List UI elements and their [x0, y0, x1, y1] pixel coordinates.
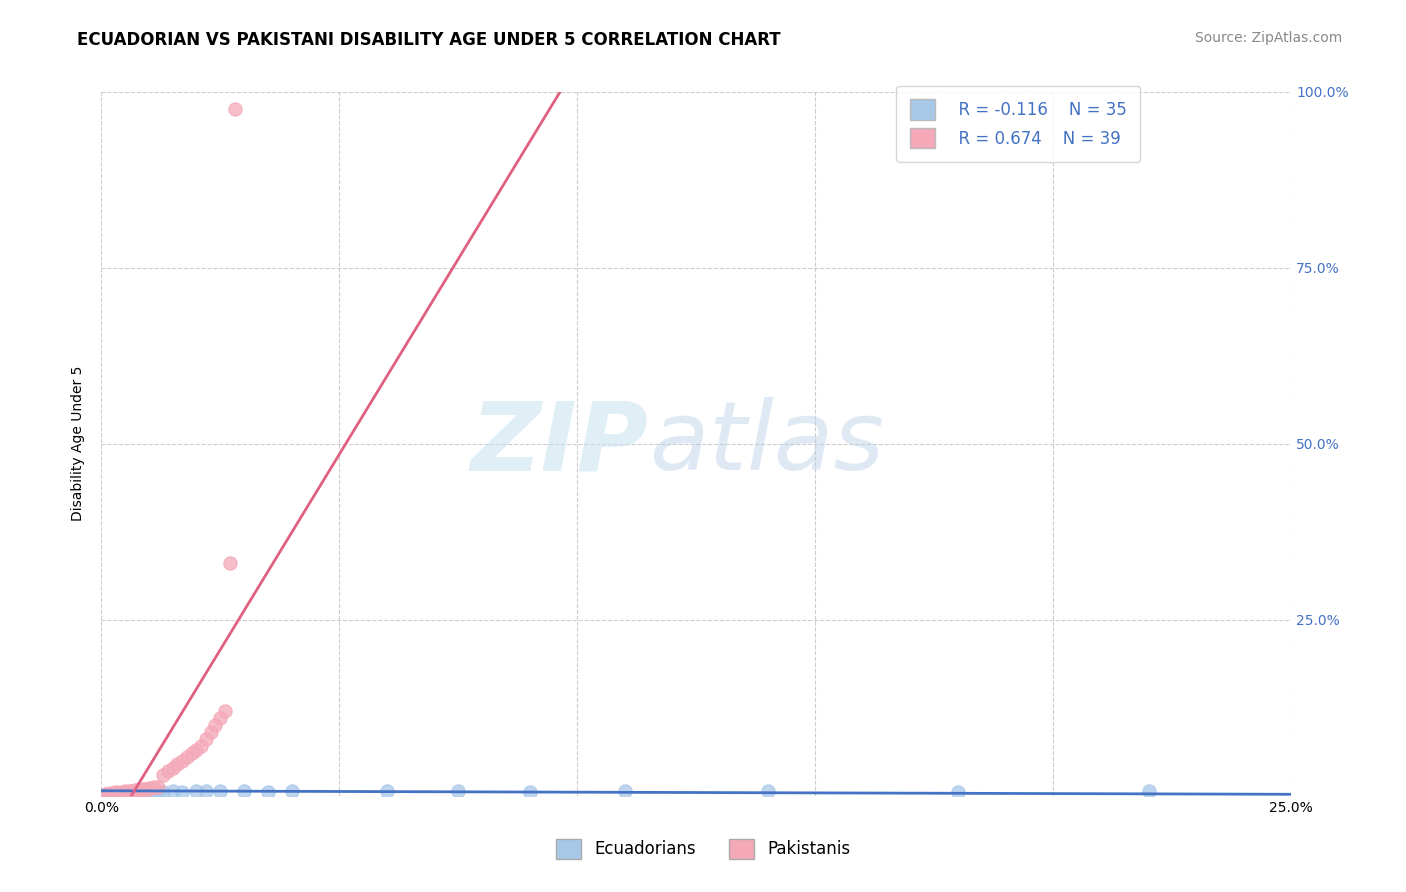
- Point: [118, 784, 141, 798]
- Y-axis label: Disability Age Under 5: Disability Age Under 5: [72, 366, 86, 522]
- Point: [128, 787, 150, 801]
- Point: [280, 784, 302, 798]
- Point: [110, 787, 132, 801]
- Point: [128, 783, 150, 797]
- Point: [256, 785, 278, 799]
- Point: [148, 786, 170, 800]
- Point: [114, 787, 136, 801]
- Text: Source: ZipAtlas.com: Source: ZipAtlas.com: [1195, 31, 1343, 45]
- Point: [166, 757, 188, 772]
- Point: [118, 786, 141, 800]
- Point: [118, 787, 141, 801]
- Point: [110, 785, 132, 799]
- Point: [138, 781, 160, 796]
- Point: [209, 784, 232, 798]
- Point: [128, 782, 150, 797]
- Point: [114, 785, 136, 799]
- Point: [138, 786, 160, 800]
- Legend:   R = -0.116    N = 35,   R = 0.674    N = 39: R = -0.116 N = 35, R = 0.674 N = 39: [896, 87, 1140, 161]
- Point: [124, 784, 146, 798]
- Point: [186, 784, 208, 798]
- Point: [94, 787, 117, 801]
- Point: [124, 783, 146, 797]
- Point: [156, 764, 179, 778]
- Point: [375, 784, 398, 798]
- Point: [128, 785, 150, 799]
- Point: [613, 784, 636, 798]
- Point: [94, 788, 117, 802]
- Point: [224, 103, 246, 117]
- Point: [100, 788, 122, 802]
- Point: [176, 750, 198, 764]
- Point: [194, 784, 217, 798]
- Point: [152, 785, 174, 799]
- Point: [100, 787, 122, 801]
- Point: [114, 784, 136, 798]
- Point: [162, 784, 184, 798]
- Point: [104, 787, 127, 801]
- Point: [110, 787, 132, 801]
- Point: [148, 780, 170, 794]
- Point: [104, 787, 127, 801]
- Point: [132, 786, 155, 800]
- Point: [172, 754, 194, 768]
- Point: [162, 760, 184, 774]
- Point: [204, 718, 226, 732]
- Text: ZIP: ZIP: [471, 397, 648, 491]
- Text: ECUADORIAN VS PAKISTANI DISABILITY AGE UNDER 5 CORRELATION CHART: ECUADORIAN VS PAKISTANI DISABILITY AGE U…: [77, 31, 780, 49]
- Legend: Ecuadorians, Pakistanis: Ecuadorians, Pakistanis: [548, 832, 858, 866]
- Point: [186, 743, 208, 757]
- Point: [218, 557, 240, 571]
- Point: [124, 787, 146, 801]
- Point: [946, 785, 969, 799]
- Point: [124, 786, 146, 800]
- Point: [180, 747, 202, 761]
- Point: [209, 711, 232, 725]
- Point: [142, 780, 165, 795]
- Point: [1137, 784, 1160, 798]
- Point: [519, 785, 541, 799]
- Point: [447, 784, 470, 798]
- Point: [100, 787, 122, 801]
- Point: [214, 704, 236, 718]
- Point: [118, 784, 141, 798]
- Point: [190, 739, 212, 754]
- Point: [172, 785, 194, 799]
- Point: [104, 787, 127, 801]
- Point: [104, 786, 127, 800]
- Point: [94, 787, 117, 801]
- Point: [152, 767, 174, 781]
- Point: [142, 785, 165, 799]
- Point: [132, 782, 155, 797]
- Point: [200, 725, 222, 739]
- Point: [194, 732, 217, 747]
- Point: [138, 780, 160, 795]
- Point: [756, 784, 779, 798]
- Point: [233, 784, 256, 798]
- Point: [114, 787, 136, 801]
- Text: atlas: atlas: [648, 397, 883, 491]
- Point: [132, 781, 155, 796]
- Point: [100, 786, 122, 800]
- Point: [110, 786, 132, 800]
- Point: [104, 785, 127, 799]
